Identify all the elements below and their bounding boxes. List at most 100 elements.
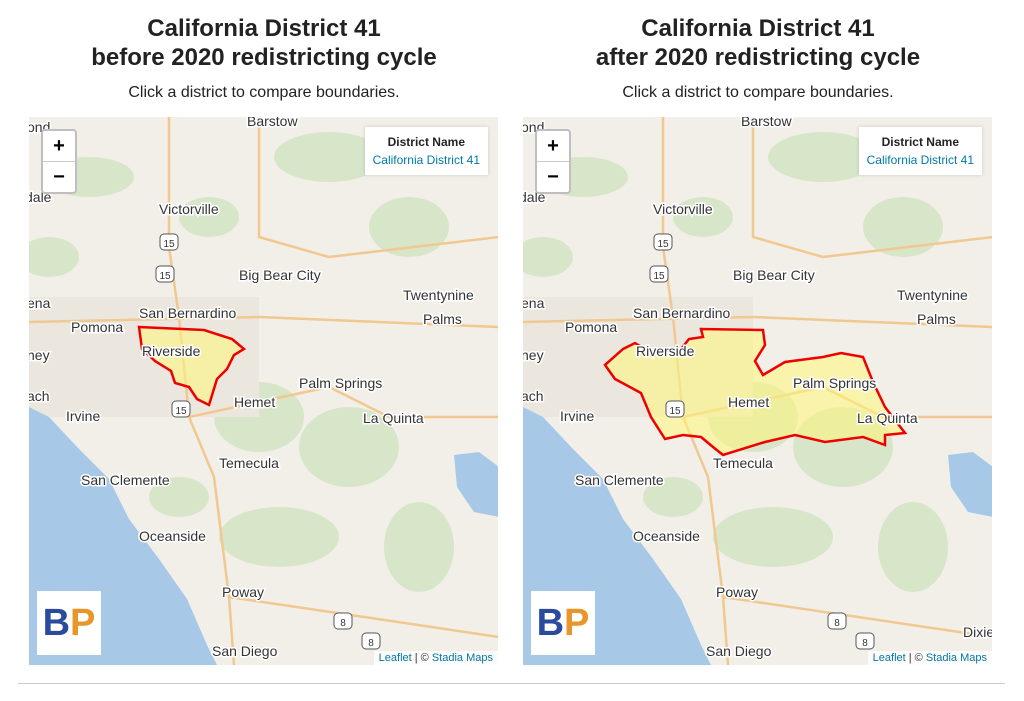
zoom-control: + − — [535, 129, 571, 194]
title-block: California District 41 before 2020 redist… — [29, 0, 499, 72]
highway-shield — [159, 233, 179, 251]
attribution: Leaflet | © Stadia Maps — [373, 651, 498, 665]
highway-label: 15 — [653, 271, 665, 282]
park-area — [863, 197, 943, 257]
place-label: Palm Springs — [793, 375, 876, 391]
title-line: California District 41 — [641, 15, 875, 42]
place-label: La Quinta — [363, 410, 424, 426]
park-area — [149, 477, 209, 517]
highway-shield — [361, 632, 381, 650]
place-label: San Clemente — [575, 472, 664, 488]
map-tiles: BarstowonddaleVictorville1515Big Bear Ci… — [523, 117, 992, 665]
highway-shield — [649, 265, 669, 283]
divider — [18, 683, 1005, 684]
place-label: Barstow — [247, 117, 298, 129]
place-label: ena — [523, 295, 545, 311]
park-area — [878, 502, 948, 592]
place-label: Victorville — [653, 201, 713, 217]
park-area — [369, 197, 449, 257]
place-label: Twentynine — [897, 287, 968, 303]
place-label: ena — [29, 295, 51, 311]
highway-label: 15 — [669, 406, 681, 417]
logo-b: B — [536, 602, 565, 644]
title-line: after 2020 redistricting cycle — [595, 44, 921, 71]
leaflet-link[interactable]: Leaflet — [872, 652, 906, 664]
place-label: San Bernardino — [633, 305, 731, 321]
park-area — [643, 477, 703, 517]
highway-shield — [653, 233, 673, 251]
stadia-link[interactable]: Stadia Maps — [431, 652, 493, 664]
logo-p: P — [70, 602, 96, 644]
place-label: Big Bear City — [239, 267, 321, 283]
highway-label: 8 — [862, 638, 868, 649]
place-label: Pomona — [71, 319, 123, 335]
highway-shield — [333, 612, 353, 630]
highway-label: 15 — [175, 406, 187, 417]
leaflet-link[interactable]: Leaflet — [378, 652, 412, 664]
place-label: Temecula — [219, 455, 279, 471]
attribution-separator: | © — [414, 652, 429, 664]
map: BarstowonddaleVictorville1515Big Bear Ci… — [29, 117, 498, 665]
lake — [948, 452, 992, 517]
district-boundary[interactable] — [603, 327, 908, 457]
park-area — [274, 132, 384, 182]
place-label: San Bernardino — [139, 305, 237, 321]
place-label: Riverside — [636, 343, 695, 359]
park-area — [29, 237, 79, 277]
place-label: Riverside — [142, 343, 201, 359]
park-area — [179, 197, 239, 237]
title-block: California District 41 after 2020 redistr… — [523, 0, 993, 72]
info-heading: District Name — [387, 135, 465, 149]
highway-label: 8 — [368, 638, 374, 649]
place-label: ach — [523, 388, 544, 404]
map-tiles: BarstowonddaleVictorville1515Big Bear Ci… — [29, 117, 498, 665]
subtitle: Click a district to compare boundaries. — [128, 84, 400, 101]
road — [188, 385, 498, 419]
logo: BP — [37, 591, 101, 655]
place-label: San Clemente — [81, 472, 170, 488]
title-line: California District 41 — [147, 15, 381, 42]
place-label: Dixie — [963, 624, 992, 640]
highway-label: 8 — [340, 618, 346, 629]
map-panel: California District 41 after 2020 redistr… — [523, 0, 993, 665]
park-area — [523, 237, 573, 277]
district-boundary[interactable] — [137, 325, 247, 407]
zoom-out[interactable]: − — [537, 161, 569, 192]
road — [228, 595, 498, 639]
subtitle: Click a district to compare boundaries. — [622, 84, 894, 101]
place-label: Barstow — [741, 117, 792, 129]
highway-label: 8 — [834, 618, 840, 629]
place-label: Palms — [917, 311, 956, 327]
park-area — [768, 132, 878, 182]
place-label: Twentynine — [403, 287, 474, 303]
place-label: Big Bear City — [733, 267, 815, 283]
place-label: ney — [523, 347, 544, 363]
place-label: ach — [29, 388, 50, 404]
map: BarstowonddaleVictorville1515Big Bear Ci… — [523, 117, 992, 665]
logo-b: B — [42, 602, 71, 644]
place-label: Irvine — [560, 408, 594, 424]
park-area — [299, 407, 399, 487]
zoom-in[interactable]: + — [53, 135, 65, 157]
place-label: Palm Springs — [299, 375, 382, 391]
attribution-separator: | © — [908, 652, 923, 664]
stadia-link[interactable]: Stadia Maps — [925, 652, 987, 664]
highway-shield — [827, 612, 847, 630]
title-line: before 2020 redistricting cycle — [91, 44, 437, 71]
place-label: Pomona — [565, 319, 617, 335]
highway-label: 15 — [159, 271, 171, 282]
place-label: San Diego — [212, 643, 278, 659]
place-label: Hemet — [234, 394, 275, 410]
zoom-in[interactable]: + — [547, 135, 559, 157]
place-label: Temecula — [713, 455, 773, 471]
logo: BP — [531, 591, 595, 655]
highway-shield — [855, 632, 875, 650]
park-area — [219, 507, 339, 567]
park-area — [673, 197, 733, 237]
place-label: Poway — [222, 584, 264, 600]
place-label: Oceanside — [139, 528, 206, 544]
district-name: California District 41 — [866, 153, 974, 167]
zoom-out[interactable]: − — [43, 161, 75, 192]
info-box: District Name California District 41 — [364, 127, 488, 175]
info-box: District Name California District 41 — [858, 127, 982, 175]
